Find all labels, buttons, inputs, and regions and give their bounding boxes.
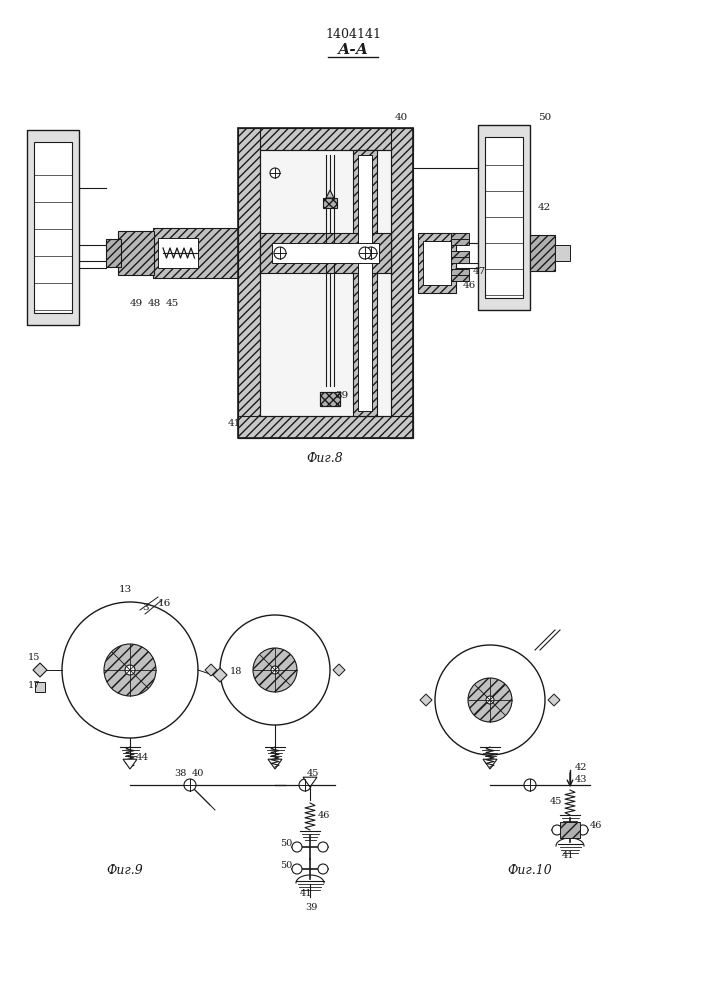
Text: 46: 46 [318, 810, 330, 820]
Text: 42: 42 [575, 762, 588, 772]
Text: 1404141: 1404141 [325, 27, 381, 40]
Text: 42: 42 [538, 204, 551, 213]
Bar [106, 239, 121, 267]
Bar [238, 416, 413, 438]
Text: Фиг.10: Фиг.10 [508, 863, 552, 876]
Text: 50: 50 [538, 113, 551, 122]
Circle shape [104, 644, 156, 696]
Bar [320, 392, 340, 406]
Circle shape [271, 666, 279, 674]
Bar [555, 245, 570, 261]
Bar [320, 392, 340, 406]
Bar [238, 128, 413, 150]
Text: 43: 43 [575, 774, 588, 784]
Polygon shape [35, 682, 45, 692]
Circle shape [184, 779, 196, 791]
Text: 13: 13 [118, 585, 132, 594]
Text: 41: 41 [228, 420, 241, 428]
Text: 50: 50 [280, 861, 292, 870]
Text: 15: 15 [28, 654, 40, 662]
Bar [260, 150, 391, 416]
Text: 45: 45 [550, 798, 562, 806]
Bar [423, 241, 451, 285]
Circle shape [365, 247, 377, 259]
Text: 40: 40 [395, 113, 408, 122]
Circle shape [125, 665, 135, 675]
Circle shape [468, 678, 512, 722]
Text: Фиг.9: Фиг.9 [107, 863, 144, 876]
Circle shape [524, 779, 536, 791]
Circle shape [359, 247, 371, 259]
Bar [358, 155, 372, 411]
Bar [418, 233, 456, 293]
Bar [478, 125, 530, 310]
Text: 39: 39 [335, 391, 349, 400]
Text: 48: 48 [148, 298, 161, 308]
Polygon shape [205, 664, 217, 676]
Text: 50: 50 [280, 840, 292, 848]
Bar [238, 128, 260, 438]
Bar [353, 150, 377, 416]
Polygon shape [303, 777, 317, 787]
Polygon shape [326, 190, 334, 198]
Circle shape [220, 615, 330, 725]
Text: 18: 18 [230, 668, 243, 676]
Bar [260, 233, 391, 273]
Polygon shape [33, 663, 47, 677]
Bar [451, 233, 469, 245]
Text: 45: 45 [307, 770, 320, 778]
Circle shape [270, 168, 280, 178]
Polygon shape [420, 694, 432, 706]
Text: 3: 3 [142, 602, 148, 611]
Polygon shape [483, 759, 497, 769]
Text: 40: 40 [192, 768, 204, 778]
Circle shape [486, 696, 494, 704]
Bar [530, 235, 555, 271]
Circle shape [299, 779, 311, 791]
Text: 44: 44 [136, 752, 149, 762]
Circle shape [578, 825, 588, 835]
Text: Фиг.8: Фиг.8 [307, 452, 344, 464]
Bar [34, 142, 72, 313]
Bar [560, 822, 580, 838]
Text: 41: 41 [300, 890, 312, 898]
Polygon shape [123, 759, 137, 769]
Bar [238, 128, 413, 438]
Text: 46: 46 [590, 820, 602, 830]
Bar [118, 231, 154, 275]
Bar [27, 130, 79, 325]
Bar [485, 137, 523, 298]
Bar [323, 198, 337, 208]
Text: 46: 46 [463, 280, 477, 290]
Bar [451, 269, 469, 281]
Circle shape [318, 842, 328, 852]
Bar [158, 238, 198, 268]
Circle shape [292, 842, 302, 852]
Text: 45: 45 [166, 298, 180, 308]
Polygon shape [213, 668, 227, 682]
Circle shape [62, 602, 198, 738]
Text: 16: 16 [158, 599, 171, 608]
Bar [153, 228, 238, 278]
Circle shape [292, 864, 302, 874]
Text: 49: 49 [130, 298, 144, 308]
Text: А-А: А-А [337, 43, 368, 57]
Bar [272, 243, 379, 263]
Text: 39: 39 [305, 902, 317, 912]
Polygon shape [333, 664, 345, 676]
Circle shape [552, 825, 562, 835]
Circle shape [274, 247, 286, 259]
Circle shape [435, 645, 545, 755]
Bar [391, 128, 413, 438]
Polygon shape [268, 759, 282, 769]
Bar [451, 251, 469, 263]
Circle shape [253, 648, 297, 692]
Text: 17: 17 [28, 680, 40, 690]
Text: 38: 38 [174, 768, 187, 778]
Text: 47: 47 [473, 266, 486, 275]
Polygon shape [548, 694, 560, 706]
Circle shape [318, 864, 328, 874]
Text: 41: 41 [562, 852, 575, 860]
